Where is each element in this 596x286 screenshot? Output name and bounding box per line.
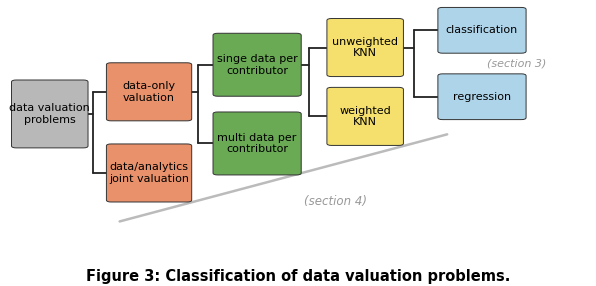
- Text: multi data per
contributor: multi data per contributor: [218, 133, 297, 154]
- Text: weighted
KNN: weighted KNN: [339, 106, 391, 127]
- Text: data-only
valuation: data-only valuation: [123, 81, 176, 103]
- FancyBboxPatch shape: [213, 112, 301, 175]
- Text: (section 3): (section 3): [488, 59, 547, 69]
- FancyBboxPatch shape: [327, 19, 403, 77]
- Text: data valuation
problems: data valuation problems: [10, 103, 90, 125]
- FancyBboxPatch shape: [11, 80, 88, 148]
- Text: data/analytics
joint valuation: data/analytics joint valuation: [109, 162, 189, 184]
- FancyBboxPatch shape: [213, 33, 301, 96]
- Text: (section 4): (section 4): [305, 195, 368, 208]
- Text: Figure 3: Classification of data valuation problems.: Figure 3: Classification of data valuati…: [86, 269, 510, 284]
- FancyBboxPatch shape: [327, 88, 403, 145]
- Text: classification: classification: [446, 25, 518, 35]
- FancyBboxPatch shape: [107, 144, 192, 202]
- FancyBboxPatch shape: [438, 74, 526, 120]
- FancyBboxPatch shape: [107, 63, 192, 121]
- Text: unweighted
KNN: unweighted KNN: [332, 37, 398, 58]
- Text: regression: regression: [453, 92, 511, 102]
- FancyBboxPatch shape: [438, 7, 526, 53]
- Text: singe data per
contributor: singe data per contributor: [217, 54, 297, 76]
